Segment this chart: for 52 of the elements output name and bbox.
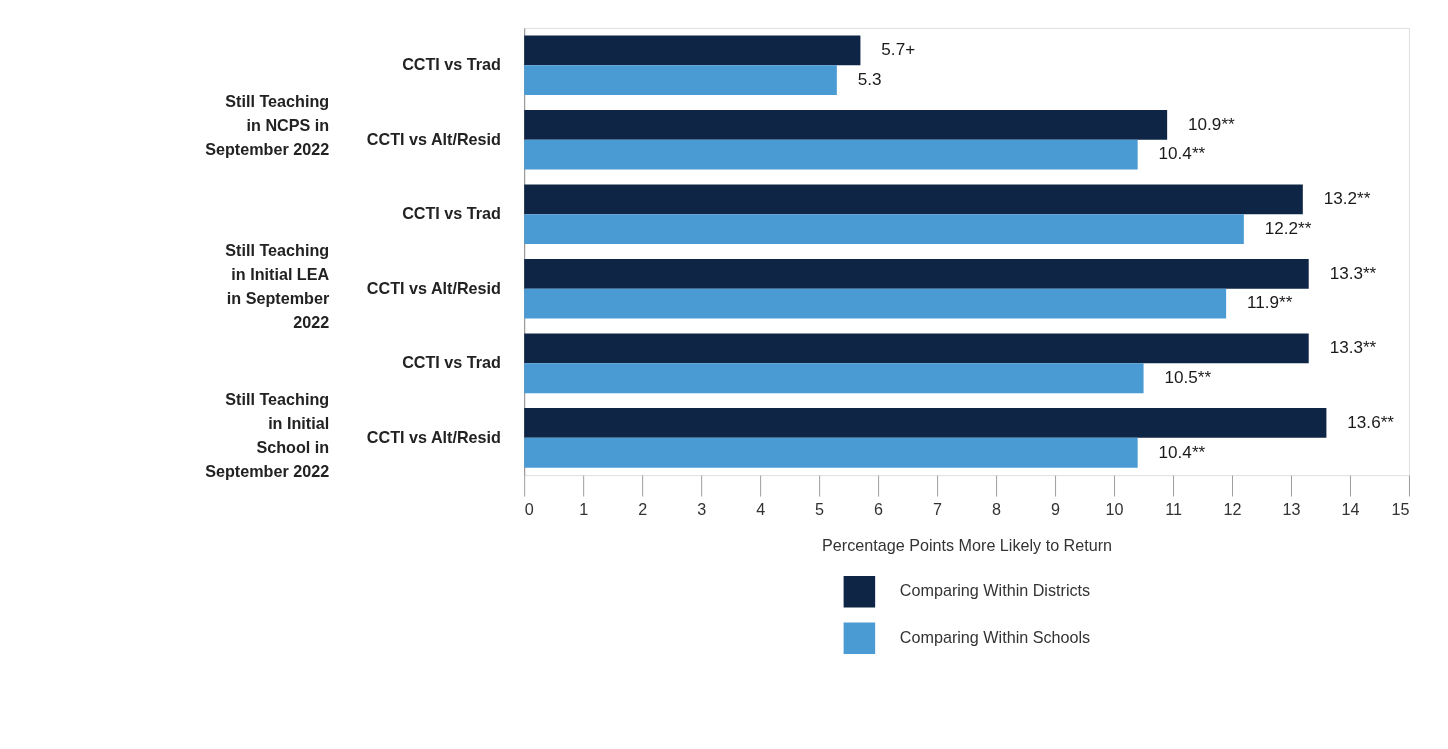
bar	[524, 35, 861, 66]
data-label: 13.2**	[1323, 189, 1371, 209]
text: Still Teaching in Initial School in September 2022	[205, 390, 330, 480]
x-tick-label: 6	[874, 499, 884, 518]
data-label: 10.9**	[1188, 114, 1236, 134]
x-tick-label: 13	[1282, 499, 1301, 518]
x-tick-label: 10	[1105, 499, 1124, 518]
data-label: 11.9**	[1247, 293, 1293, 313]
data-label: 5.3	[857, 69, 882, 89]
bar	[524, 139, 1138, 170]
data-label: 13.3**	[1329, 263, 1377, 283]
x-tick-label: 14	[1341, 499, 1360, 518]
data-label: 12.2**	[1264, 218, 1312, 238]
text: Still Teaching in Initial LEA in September 2022	[225, 241, 330, 331]
y-tick-label: CCTI vs Trad	[402, 54, 501, 73]
data-label: 10.4**	[1158, 442, 1206, 462]
y-tick-label: CCTI vs Alt/Resid	[366, 427, 501, 446]
y-tick-label: CCTI vs Alt/Resid	[366, 278, 501, 297]
legend-label: Comparing Within Schools	[899, 628, 1091, 647]
bar	[524, 363, 1144, 394]
x-tick-label: 9	[1051, 499, 1061, 518]
x-tick-label: 8	[992, 499, 1002, 518]
bar	[524, 109, 1168, 140]
x-tick-label: 0	[524, 499, 534, 518]
x-tick-label: 3	[697, 499, 707, 518]
data-label: 10.4**	[1158, 144, 1206, 164]
y-tick-label: CCTI vs Alt/Resid	[366, 129, 501, 148]
data-label: 5.7+	[881, 40, 916, 60]
x-tick-label: 12	[1223, 499, 1242, 518]
bar	[524, 184, 1303, 215]
bar	[524, 288, 1227, 319]
text: Still Teaching in NCPS in September 2022	[205, 92, 330, 158]
x-tick-label: 7	[933, 499, 943, 518]
x-tick-label: 1	[579, 499, 589, 518]
bar	[524, 65, 837, 96]
x-axis-title: Percentage Points More Likely to Return	[822, 535, 1113, 554]
x-tick-label: 11	[1165, 499, 1182, 518]
x-tick-label: 4	[756, 499, 766, 518]
data-label: 13.3**	[1329, 338, 1377, 358]
bar	[524, 259, 1309, 289]
bar	[524, 408, 1327, 438]
y-tick-label: CCTI vs Trad	[402, 353, 501, 372]
x-tick-label: 15	[1391, 499, 1410, 518]
data-label: 10.5**	[1164, 367, 1212, 387]
bar	[524, 333, 1309, 364]
bar	[524, 437, 1138, 468]
data-label: 13.6**	[1347, 412, 1395, 432]
y-tick-label: CCTI vs Trad	[402, 204, 501, 223]
bar	[524, 214, 1244, 245]
x-tick-label: 2	[638, 499, 648, 518]
x-tick-label: 5	[815, 499, 825, 518]
legend-label: Comparing Within Districts	[899, 581, 1091, 600]
